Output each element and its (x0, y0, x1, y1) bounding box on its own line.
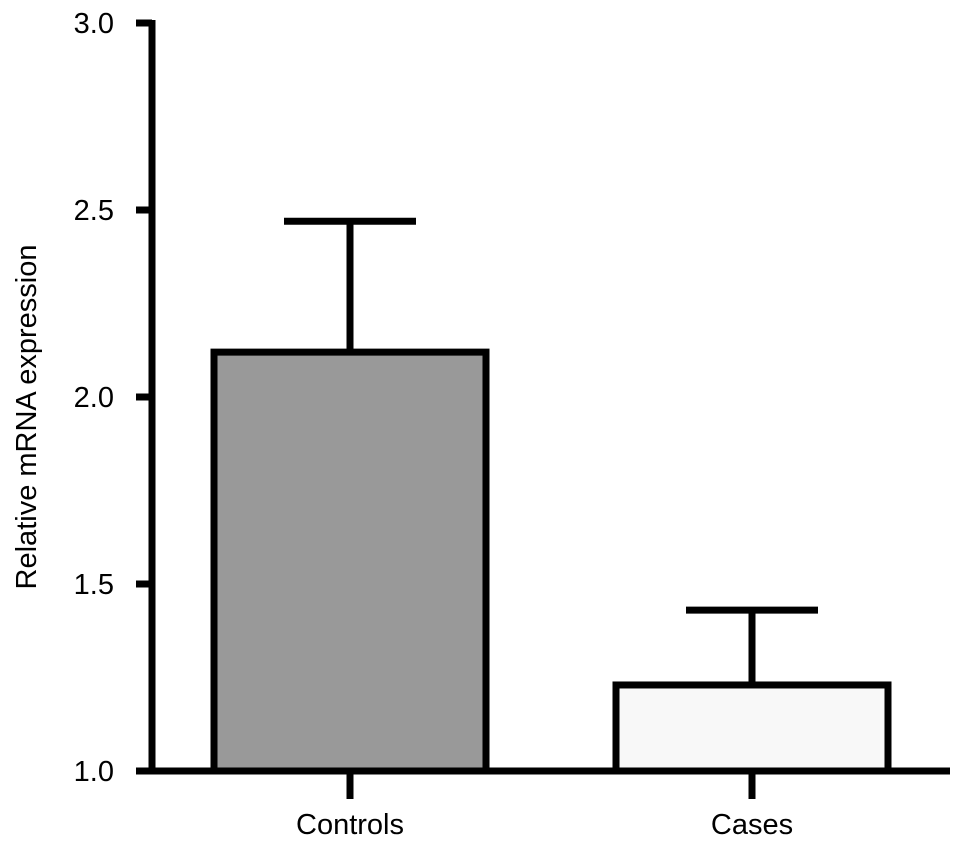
x-tick-label-controls: Controls (296, 809, 404, 841)
bar-cases (612, 681, 892, 775)
y-tick-label: 1.5 (74, 569, 114, 601)
y-axis-title: Relative mRNA expression (11, 245, 43, 590)
x-tick-label-cases: Cases (711, 809, 793, 841)
y-tick-label: 3.0 (74, 8, 114, 40)
bar-controls (210, 348, 490, 775)
axes-layer (136, 19, 950, 799)
y-tick-label: 2.0 (74, 382, 114, 414)
y-tick-label: 1.0 (74, 756, 114, 788)
bars-layer (210, 348, 892, 775)
error-bars-layer (284, 217, 818, 685)
labels-layer: Relative mRNA expression Controls Cases 1.… (11, 8, 793, 841)
y-tick-label: 2.5 (74, 195, 114, 227)
